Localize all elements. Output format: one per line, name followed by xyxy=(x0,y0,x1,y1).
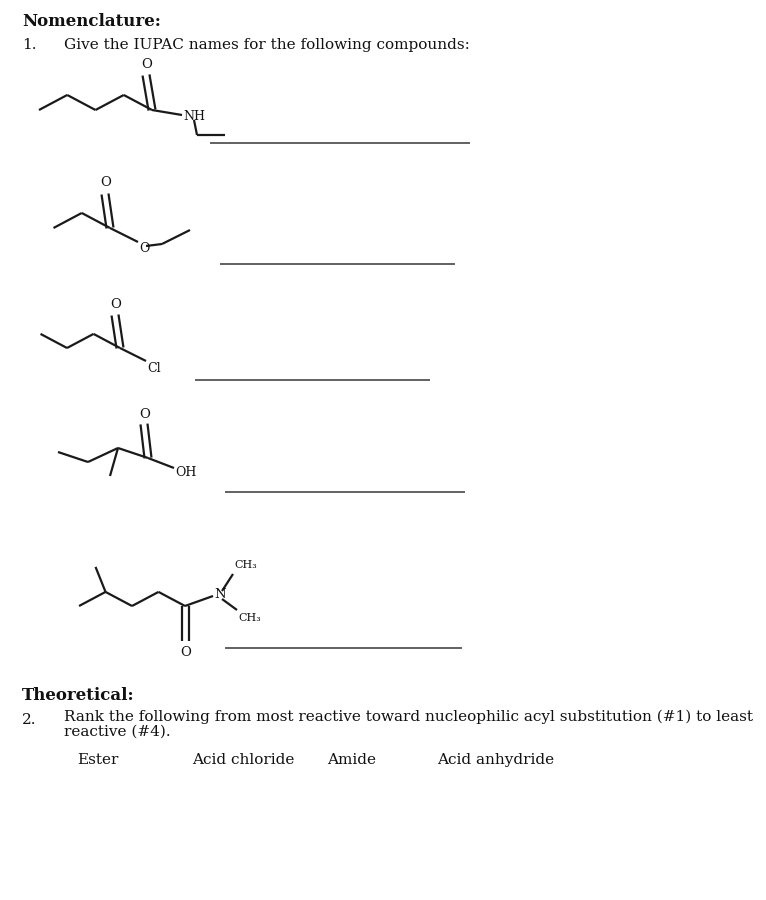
Text: Rank the following from most reactive toward nucleophilic acyl substitution (#1): Rank the following from most reactive to… xyxy=(64,710,753,724)
Text: Nomenclature:: Nomenclature: xyxy=(22,14,161,31)
Text: NH: NH xyxy=(183,110,205,122)
Text: O: O xyxy=(139,408,150,420)
Text: O: O xyxy=(180,645,191,659)
Text: Ester: Ester xyxy=(77,753,119,767)
Text: O: O xyxy=(139,241,149,255)
Text: Theoretical:: Theoretical: xyxy=(22,687,135,704)
Text: Give the IUPAC names for the following compounds:: Give the IUPAC names for the following c… xyxy=(64,38,470,52)
Text: O: O xyxy=(141,58,152,70)
Text: Amide: Amide xyxy=(327,753,376,767)
Text: CH₃: CH₃ xyxy=(234,560,257,570)
Text: OH: OH xyxy=(175,466,196,480)
Text: 2.: 2. xyxy=(22,713,37,727)
Text: reactive (#4).: reactive (#4). xyxy=(64,725,171,739)
Text: O: O xyxy=(100,176,111,190)
Text: Acid chloride: Acid chloride xyxy=(192,753,294,767)
Text: CH₃: CH₃ xyxy=(238,613,260,623)
Text: N: N xyxy=(214,589,226,601)
Text: 1.: 1. xyxy=(22,38,37,52)
Text: Acid anhydride: Acid anhydride xyxy=(437,753,554,767)
Text: O: O xyxy=(110,299,121,311)
Text: Cl: Cl xyxy=(147,362,161,374)
